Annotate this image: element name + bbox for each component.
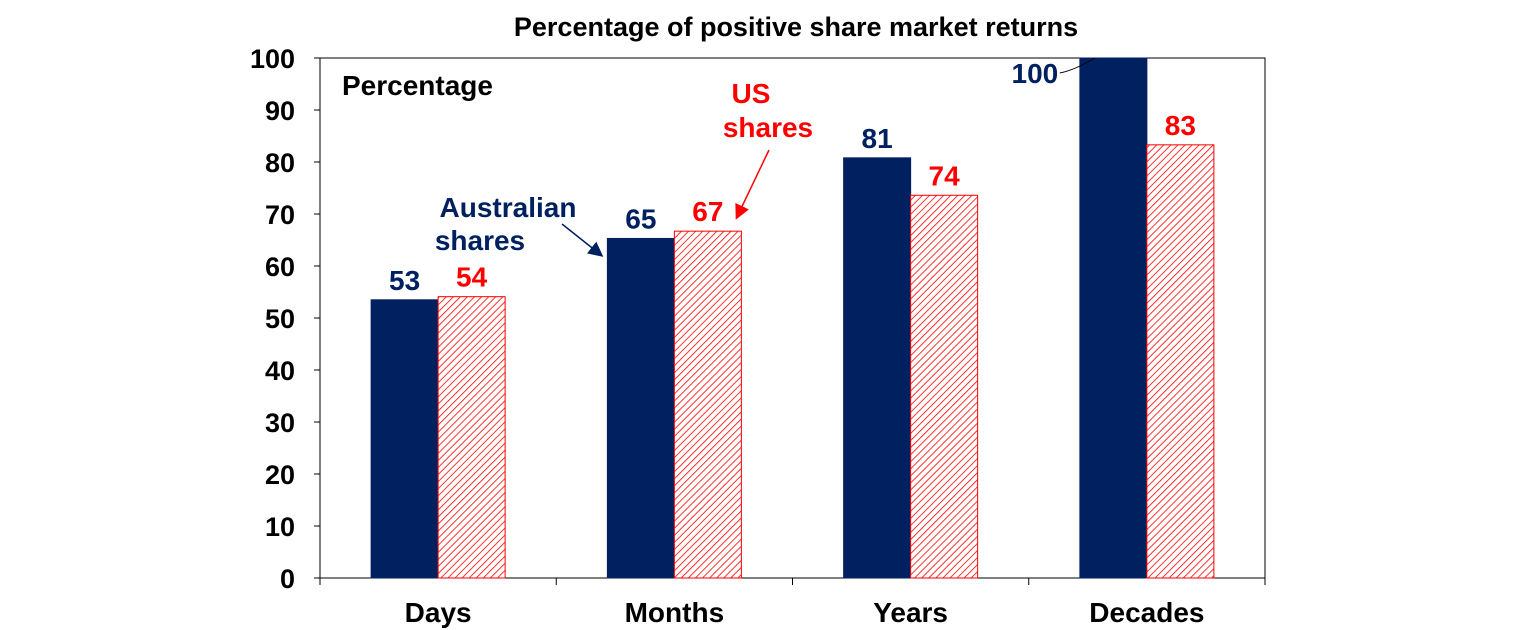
annotation-australian-shares: Australian shares [435, 192, 604, 257]
y-tick-label: 100 [250, 44, 295, 74]
bar-series-0 [370, 299, 439, 579]
annotation-australian-arrow [561, 223, 604, 257]
bar-series-1 [437, 296, 506, 579]
data-labels: 53 54 65 67 81 74 100 83 [389, 57, 1196, 296]
chart-title: Percentage of positive share market retu… [514, 12, 1078, 42]
annotation-australian-line2: shares [435, 225, 525, 256]
y-tick-label: 80 [265, 148, 295, 178]
data-label-series-0: 65 [625, 203, 656, 234]
y-tick-label: 40 [265, 356, 295, 386]
data-label-series-1: 74 [929, 160, 961, 191]
bar-series-1 [910, 194, 979, 579]
data-label-series-1: 83 [1165, 110, 1196, 141]
y-tick-label: 50 [265, 304, 295, 334]
annotation-us-line2: shares [723, 112, 813, 143]
y-tick-label: 90 [265, 96, 295, 126]
bar-series-0 [606, 237, 675, 579]
annotation-australian-line1: Australian [440, 192, 577, 223]
data-label-series-1: 54 [456, 262, 488, 293]
x-category-label: Months [625, 597, 725, 628]
y-tick-label: 20 [265, 460, 295, 490]
y-tick-label: 30 [265, 408, 295, 438]
bar-series-0 [843, 157, 912, 579]
bar-series-1 [1146, 144, 1215, 579]
annotation-us-shares: US shares [723, 78, 813, 220]
x-category-label: Years [873, 597, 948, 628]
x-category-label: Days [405, 597, 472, 628]
x-category-label: Decades [1089, 597, 1204, 628]
x-axis: Days Months Years Decades [319, 578, 1266, 628]
data-label-series-0: 100 [1012, 58, 1059, 89]
bars [370, 57, 1215, 579]
annotation-us-arrow [735, 149, 770, 220]
bar-series-1 [673, 230, 742, 579]
y-tick-label: 10 [265, 512, 295, 542]
data-label-series-0: 81 [862, 123, 893, 154]
data-label-series-1: 67 [692, 196, 723, 227]
y-tick-label: 60 [265, 252, 295, 282]
annotation-us-line1: US [732, 78, 771, 109]
percentage-note: Percentage [342, 70, 493, 101]
data-label-leader-line [1059, 57, 1096, 74]
data-label-series-0: 53 [389, 265, 420, 296]
y-tick-label: 0 [280, 564, 295, 594]
y-tick-label: 70 [265, 200, 295, 230]
bar-series-0 [1079, 57, 1148, 579]
y-axis: 0 10 20 30 40 50 60 70 80 90 100 [250, 44, 320, 594]
